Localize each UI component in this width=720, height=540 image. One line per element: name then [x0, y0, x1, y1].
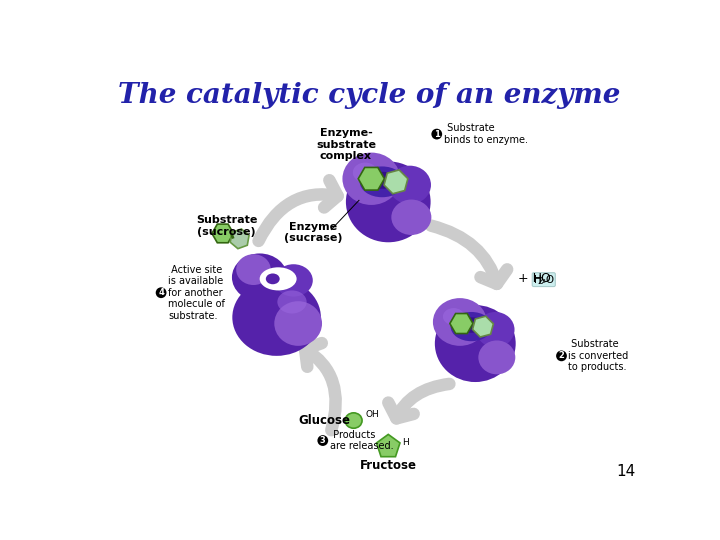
- Text: Active site
is available
for another
molecule of
substrate.: Active site is available for another mol…: [168, 265, 225, 321]
- Text: 3: 3: [320, 436, 325, 445]
- Polygon shape: [212, 224, 233, 243]
- Text: H: H: [402, 438, 409, 447]
- Ellipse shape: [478, 340, 516, 374]
- Ellipse shape: [433, 298, 487, 346]
- Text: 2: 2: [559, 352, 564, 360]
- Polygon shape: [472, 316, 493, 337]
- Text: 2: 2: [537, 276, 542, 286]
- Ellipse shape: [392, 200, 431, 235]
- Ellipse shape: [476, 312, 515, 347]
- Text: 1: 1: [434, 130, 440, 139]
- Text: Substrate
is converted
to products.: Substrate is converted to products.: [568, 339, 629, 373]
- Polygon shape: [384, 170, 408, 194]
- Ellipse shape: [343, 153, 400, 205]
- Ellipse shape: [456, 318, 486, 333]
- Text: Fructose: Fructose: [360, 458, 417, 472]
- Text: Glucose: Glucose: [298, 414, 351, 427]
- Ellipse shape: [389, 166, 431, 204]
- Ellipse shape: [345, 413, 362, 428]
- Text: O: O: [541, 272, 551, 285]
- Text: 4: 4: [158, 288, 164, 297]
- Text: The catalytic cycle of an enzyme: The catalytic cycle of an enzyme: [118, 82, 620, 109]
- Ellipse shape: [451, 312, 492, 341]
- Text: Products
are released.: Products are released.: [330, 430, 393, 451]
- Ellipse shape: [274, 301, 322, 346]
- Ellipse shape: [260, 267, 297, 291]
- Text: Substrate
binds to enzyme.: Substrate binds to enzyme.: [444, 123, 528, 145]
- Polygon shape: [450, 314, 473, 334]
- Text: + H: + H: [518, 272, 541, 285]
- Ellipse shape: [353, 163, 377, 183]
- Text: 14: 14: [616, 464, 636, 479]
- Ellipse shape: [274, 264, 312, 296]
- Ellipse shape: [346, 161, 431, 242]
- Text: Substrate
(sucrose): Substrate (sucrose): [196, 215, 257, 237]
- Text: Enzyme-
substrate
complex: Enzyme- substrate complex: [316, 128, 376, 161]
- Circle shape: [318, 435, 328, 446]
- FancyBboxPatch shape: [532, 273, 555, 287]
- Text: Enzyme
(sucrase): Enzyme (sucrase): [284, 222, 342, 244]
- Polygon shape: [377, 434, 400, 457]
- Ellipse shape: [233, 279, 321, 356]
- Circle shape: [156, 287, 166, 298]
- Ellipse shape: [266, 273, 279, 284]
- Circle shape: [556, 350, 567, 361]
- Ellipse shape: [366, 172, 398, 189]
- Ellipse shape: [236, 254, 271, 285]
- Text: OH: OH: [366, 410, 379, 419]
- Polygon shape: [230, 229, 249, 249]
- Text: H₂O: H₂O: [534, 275, 554, 285]
- Polygon shape: [359, 167, 384, 190]
- Ellipse shape: [277, 291, 307, 314]
- Ellipse shape: [360, 166, 405, 197]
- Ellipse shape: [443, 308, 464, 325]
- Ellipse shape: [435, 305, 516, 382]
- Circle shape: [431, 129, 442, 139]
- Ellipse shape: [232, 253, 287, 301]
